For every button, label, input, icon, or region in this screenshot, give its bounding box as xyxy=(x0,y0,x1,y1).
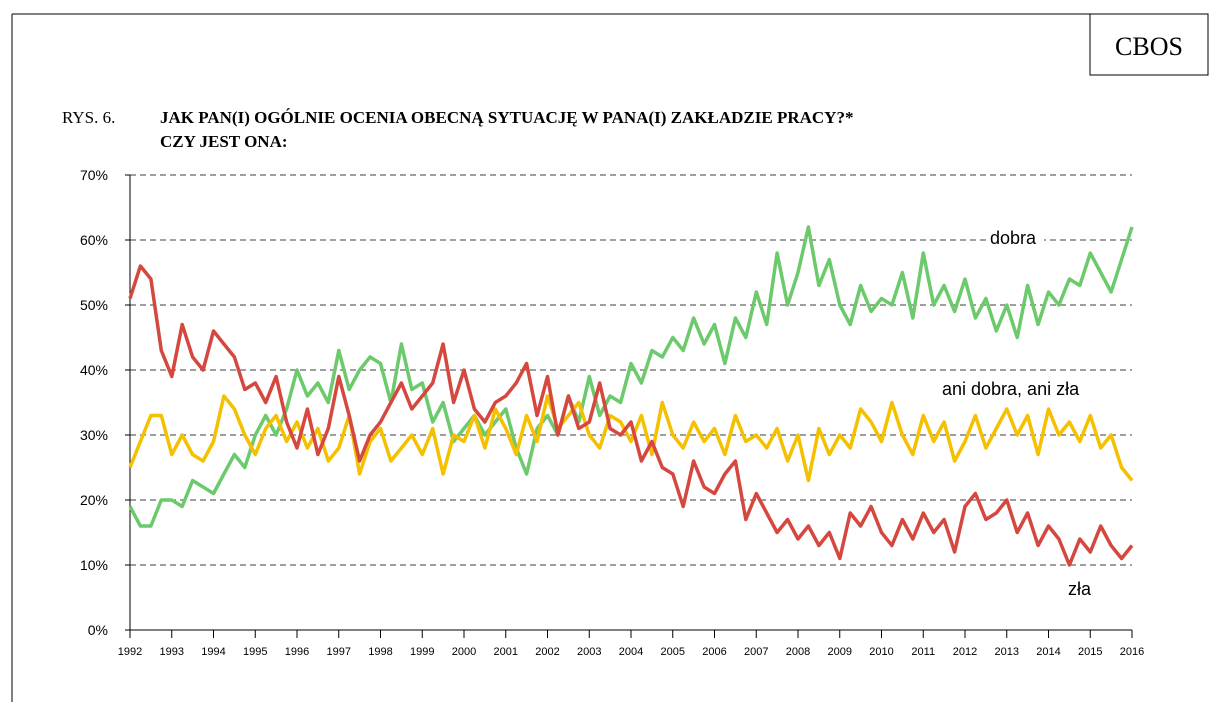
x-tick-label: 2004 xyxy=(619,646,643,658)
x-tick-label: 1999 xyxy=(410,646,434,658)
label-bg xyxy=(938,378,1126,400)
series-line xyxy=(128,264,1134,567)
y-tick-label: 30% xyxy=(80,427,108,443)
x-tick-label: 2008 xyxy=(786,646,810,658)
x-tick-label: 2011 xyxy=(911,646,935,658)
x-tick-label: 2010 xyxy=(869,646,893,658)
x-tick-label: 1993 xyxy=(160,646,184,658)
y-tick-label: 60% xyxy=(80,232,108,248)
x-tick-label: 2015 xyxy=(1078,646,1102,658)
y-tick-label: 20% xyxy=(80,492,108,508)
x-tick-label: 2009 xyxy=(828,646,852,658)
x-tick-label: 2014 xyxy=(1036,646,1060,658)
figure-label: RYS. 6. xyxy=(62,108,115,127)
x-tick-label: 2012 xyxy=(953,646,977,658)
series-label: ani dobra, ani zła xyxy=(942,379,1080,399)
label-bg xyxy=(986,227,1044,249)
x-tick-label: 2007 xyxy=(744,646,768,658)
y-tick-label: 10% xyxy=(80,557,108,573)
x-tick-label: 2005 xyxy=(661,646,685,658)
y-tick-label: 0% xyxy=(88,622,108,638)
x-tick-label: 2001 xyxy=(494,646,518,658)
y-tick-label: 50% xyxy=(80,297,108,313)
x-tick-label: 1998 xyxy=(368,646,392,658)
x-tick-label: 2016 xyxy=(1120,646,1144,658)
x-tick-label: 1997 xyxy=(327,646,351,658)
series-label: dobra xyxy=(990,228,1037,248)
label-bg xyxy=(1064,578,1102,600)
source-box xyxy=(1089,13,1209,76)
x-tick-label: 2006 xyxy=(702,646,726,658)
x-tick-label: 2002 xyxy=(535,646,559,658)
series-line xyxy=(128,394,1134,483)
x-tick-label: 2000 xyxy=(452,646,476,658)
x-tick-label: 1996 xyxy=(285,646,309,658)
x-tick-label: 1994 xyxy=(201,646,225,658)
x-tick-label: 2003 xyxy=(577,646,601,658)
chart-title: CZY JEST ONA: xyxy=(160,132,288,151)
y-tick-label: 40% xyxy=(80,362,108,378)
series-label: zła xyxy=(1068,579,1092,599)
x-tick-label: 2013 xyxy=(995,646,1019,658)
x-tick-label: 1992 xyxy=(118,646,142,658)
chart-title: JAK PAN(I) OGÓLNIE OCENIA OBECNĄ SYTUACJ… xyxy=(160,108,853,127)
x-tick-label: 1995 xyxy=(243,646,267,658)
series-line xyxy=(128,225,1134,528)
y-tick-label: 70% xyxy=(80,167,108,183)
source: CBOS xyxy=(1115,32,1183,61)
